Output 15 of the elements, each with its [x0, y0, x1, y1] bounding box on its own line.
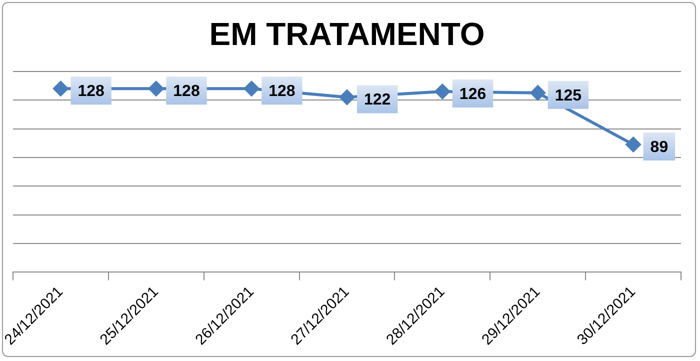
data-label: 126 [459, 86, 486, 103]
point [53, 81, 68, 96]
point [626, 137, 641, 152]
data-label: 128 [268, 83, 296, 100]
chart-title: EM TRATAMENTO [209, 16, 485, 52]
data-label: 89 [650, 138, 668, 156]
data-label: 125 [554, 87, 582, 104]
point [530, 85, 546, 100]
point [148, 81, 164, 96]
data-label: 122 [364, 92, 391, 109]
point [340, 90, 354, 105]
data-label: 128 [78, 83, 105, 100]
point [434, 84, 450, 99]
point [244, 81, 260, 96]
data-label: 128 [173, 83, 200, 100]
